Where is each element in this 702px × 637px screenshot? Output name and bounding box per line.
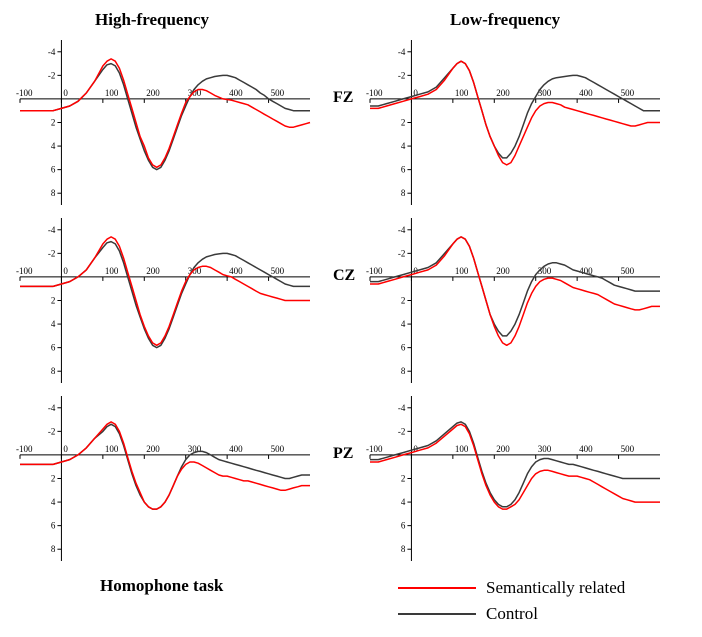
svg-text:4: 4 xyxy=(401,497,406,507)
svg-text:-2: -2 xyxy=(398,248,406,258)
svg-text:500: 500 xyxy=(271,444,285,454)
svg-text:-100: -100 xyxy=(16,266,33,276)
series-control xyxy=(20,64,310,170)
svg-text:0: 0 xyxy=(63,88,68,98)
series-control xyxy=(370,61,660,158)
svg-text:500: 500 xyxy=(621,444,635,454)
svg-text:500: 500 xyxy=(271,266,285,276)
task-label: Homophone task xyxy=(100,576,223,596)
svg-text:-2: -2 xyxy=(398,70,406,80)
svg-text:4: 4 xyxy=(401,141,406,151)
svg-text:8: 8 xyxy=(401,188,406,198)
svg-text:-4: -4 xyxy=(48,225,56,235)
series-control xyxy=(20,424,310,509)
svg-text:2: 2 xyxy=(51,474,56,484)
svg-text:6: 6 xyxy=(401,521,406,531)
svg-text:-4: -4 xyxy=(398,47,406,57)
legend-label: Semantically related xyxy=(486,578,625,598)
svg-text:2: 2 xyxy=(401,296,406,306)
svg-text:-4: -4 xyxy=(398,403,406,413)
svg-text:300: 300 xyxy=(538,444,552,454)
svg-text:-2: -2 xyxy=(398,426,406,436)
legend-line xyxy=(398,613,476,615)
svg-text:2: 2 xyxy=(51,296,56,306)
svg-text:6: 6 xyxy=(51,521,56,531)
erp-panel: -1000100200300400500-4-22468 xyxy=(370,396,660,561)
svg-text:400: 400 xyxy=(579,88,593,98)
row-label: CZ xyxy=(333,267,355,285)
svg-text:4: 4 xyxy=(51,497,56,507)
svg-text:-100: -100 xyxy=(366,444,383,454)
svg-text:100: 100 xyxy=(455,88,469,98)
erp-panel: -1000100200300400500-4-22468 xyxy=(370,218,660,383)
svg-text:8: 8 xyxy=(401,544,406,554)
erp-panel: -1000100200300400500-4-22468 xyxy=(20,40,310,205)
svg-text:100: 100 xyxy=(455,444,469,454)
series-semantically-related xyxy=(20,59,310,167)
svg-text:-4: -4 xyxy=(398,225,406,235)
series-control xyxy=(370,237,660,336)
svg-text:400: 400 xyxy=(229,266,243,276)
svg-text:-2: -2 xyxy=(48,248,56,258)
legend-label: Control xyxy=(486,604,538,624)
svg-text:6: 6 xyxy=(51,165,56,175)
svg-text:2: 2 xyxy=(51,118,56,128)
svg-text:8: 8 xyxy=(401,366,406,376)
erp-panel: -1000100200300400500-4-22468 xyxy=(20,396,310,561)
series-semantically-related xyxy=(20,422,310,509)
svg-text:200: 200 xyxy=(146,444,160,454)
svg-text:500: 500 xyxy=(621,88,635,98)
series-semantically-related xyxy=(370,237,660,345)
legend: Semantically related Control xyxy=(398,578,625,630)
svg-text:-100: -100 xyxy=(16,88,33,98)
svg-text:200: 200 xyxy=(496,444,510,454)
erp-panel: -1000100200300400500-4-22468 xyxy=(370,40,660,205)
svg-text:400: 400 xyxy=(579,444,593,454)
row-label: FZ xyxy=(333,89,353,107)
svg-text:100: 100 xyxy=(105,266,119,276)
svg-text:6: 6 xyxy=(401,343,406,353)
svg-text:0: 0 xyxy=(63,266,68,276)
row-label: PZ xyxy=(333,445,353,463)
svg-text:500: 500 xyxy=(271,88,285,98)
svg-text:200: 200 xyxy=(496,88,510,98)
svg-text:400: 400 xyxy=(229,444,243,454)
svg-text:100: 100 xyxy=(105,444,119,454)
svg-text:100: 100 xyxy=(105,88,119,98)
svg-text:-2: -2 xyxy=(48,70,56,80)
column-header: Low-frequency xyxy=(450,10,560,30)
svg-text:200: 200 xyxy=(496,266,510,276)
svg-text:8: 8 xyxy=(51,188,56,198)
svg-text:4: 4 xyxy=(401,319,406,329)
legend-line xyxy=(398,587,476,589)
svg-text:2: 2 xyxy=(401,118,406,128)
svg-text:-100: -100 xyxy=(366,88,383,98)
svg-text:100: 100 xyxy=(455,266,469,276)
svg-text:4: 4 xyxy=(51,141,56,151)
svg-text:2: 2 xyxy=(401,474,406,484)
svg-text:200: 200 xyxy=(146,88,160,98)
svg-text:-100: -100 xyxy=(366,266,383,276)
column-header: High-frequency xyxy=(95,10,209,30)
svg-text:-4: -4 xyxy=(48,47,56,57)
series-semantically-related xyxy=(20,237,310,345)
svg-text:4: 4 xyxy=(51,319,56,329)
svg-text:8: 8 xyxy=(51,366,56,376)
svg-text:500: 500 xyxy=(621,266,635,276)
svg-text:-4: -4 xyxy=(48,403,56,413)
svg-text:0: 0 xyxy=(63,444,68,454)
erp-panel: -1000100200300400500-4-22468 xyxy=(20,218,310,383)
svg-text:200: 200 xyxy=(146,266,160,276)
svg-text:-100: -100 xyxy=(16,444,33,454)
svg-text:400: 400 xyxy=(229,88,243,98)
series-semantically-related xyxy=(370,424,660,509)
series-control xyxy=(370,422,660,507)
svg-text:6: 6 xyxy=(401,165,406,175)
svg-text:6: 6 xyxy=(51,343,56,353)
svg-text:-2: -2 xyxy=(48,426,56,436)
svg-text:8: 8 xyxy=(51,544,56,554)
series-semantically-related xyxy=(370,61,660,165)
